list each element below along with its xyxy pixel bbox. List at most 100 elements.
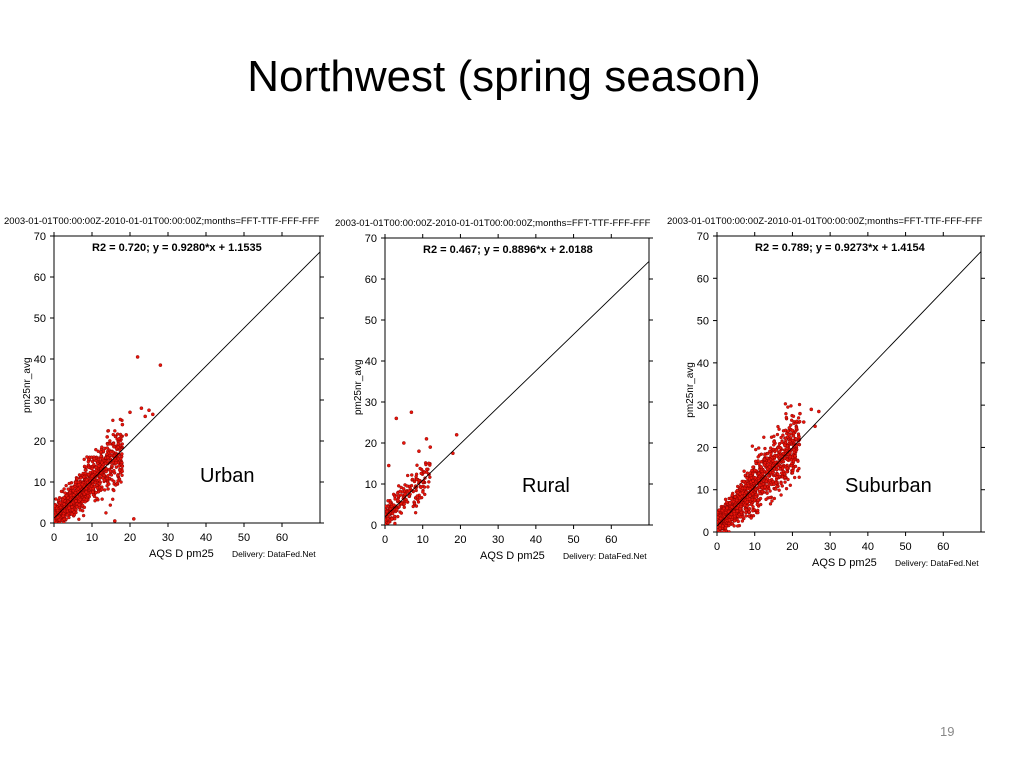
data-point: [779, 435, 783, 440]
data-point: [386, 516, 390, 521]
data-point: [100, 445, 104, 449]
data-point: [427, 480, 431, 484]
data-point: [428, 475, 432, 479]
data-point: [108, 503, 113, 507]
data-point: [147, 408, 151, 413]
data-point: [70, 505, 74, 509]
data-point: [765, 451, 770, 456]
y-tick-label: 0: [40, 518, 46, 530]
data-point: [718, 526, 722, 531]
data-point: [103, 488, 107, 492]
data-point: [75, 477, 79, 481]
data-point: [762, 463, 767, 467]
chart-header: 2003-01-01T00:00:00Z-2010-01-01T00:00:00…: [667, 216, 983, 227]
data-point: [796, 459, 800, 463]
data-point: [388, 507, 393, 511]
data-point: [115, 432, 120, 436]
data-point: [742, 479, 746, 484]
data-point: [110, 463, 114, 468]
data-point: [78, 497, 82, 502]
data-point: [414, 474, 418, 479]
data-point: [771, 447, 776, 452]
data-point: [793, 454, 797, 458]
data-point: [60, 497, 65, 502]
data-point: [723, 526, 728, 530]
data-point: [786, 429, 790, 433]
y-tick-label: 60: [365, 274, 377, 286]
data-point: [402, 505, 406, 510]
data-point: [393, 517, 397, 521]
data-point: [770, 463, 775, 468]
data-point: [124, 433, 128, 437]
data-point: [759, 460, 764, 464]
data-point: [111, 441, 116, 446]
data-point: [791, 466, 796, 471]
data-point: [797, 475, 801, 479]
y-tick-label: 30: [34, 395, 46, 407]
data-point: [113, 429, 117, 433]
data-point: [742, 503, 747, 507]
data-point: [782, 472, 787, 476]
data-point: [91, 493, 96, 497]
data-point: [794, 437, 798, 441]
data-point: [783, 480, 787, 484]
data-point: [85, 455, 89, 459]
data-point: [90, 474, 94, 478]
data-point: [779, 493, 783, 497]
data-point: [100, 487, 104, 491]
data-point: [78, 508, 82, 512]
data-point: [119, 456, 123, 461]
data-point: [60, 508, 65, 513]
data-point: [63, 491, 67, 495]
data-point: [76, 487, 80, 491]
data-point: [774, 454, 779, 458]
x-tick-label: 30: [492, 534, 504, 546]
data-point: [727, 530, 731, 532]
data-point: [796, 416, 801, 420]
data-point: [758, 483, 762, 487]
data-point: [93, 499, 97, 503]
data-point: [111, 418, 115, 423]
data-point: [109, 473, 114, 477]
data-point: [809, 407, 814, 412]
data-point: [158, 363, 163, 367]
data-point: [391, 503, 396, 507]
chart-header: 2003-01-01T00:00:00Z-2010-01-01T00:00:00…: [335, 218, 651, 229]
data-point: [729, 496, 733, 501]
data-point: [415, 494, 419, 498]
data-point: [769, 451, 773, 456]
data-point: [385, 522, 387, 525]
data-point: [770, 499, 774, 503]
data-point: [402, 441, 406, 445]
data-point: [84, 478, 89, 482]
data-point: [772, 496, 777, 501]
y-tick-label: 40: [365, 356, 377, 368]
data-point: [735, 498, 739, 503]
data-point: [112, 488, 116, 493]
data-point: [729, 512, 734, 516]
data-point: [766, 474, 771, 478]
regression-stats: R2 = 0.789; y = 0.9273*x + 1.4154: [755, 242, 926, 254]
data-point: [740, 519, 745, 523]
data-point: [75, 505, 79, 509]
data-point: [733, 495, 737, 499]
y-tick-label: 40: [34, 354, 46, 366]
data-point: [67, 481, 71, 486]
data-point: [753, 468, 757, 472]
data-point: [97, 464, 101, 468]
data-point: [64, 493, 69, 498]
data-point: [91, 486, 95, 491]
data-point: [102, 473, 106, 478]
data-point: [771, 470, 775, 475]
data-point: [424, 462, 428, 467]
data-point: [428, 445, 433, 449]
data-point: [764, 497, 768, 502]
data-point: [740, 491, 745, 495]
data-point: [71, 493, 76, 497]
data-point: [62, 517, 66, 522]
data-point: [418, 466, 422, 471]
data-point: [111, 497, 115, 501]
x-tick-label: 0: [51, 532, 57, 544]
x-tick-label: 50: [238, 532, 250, 544]
data-point: [395, 507, 399, 512]
